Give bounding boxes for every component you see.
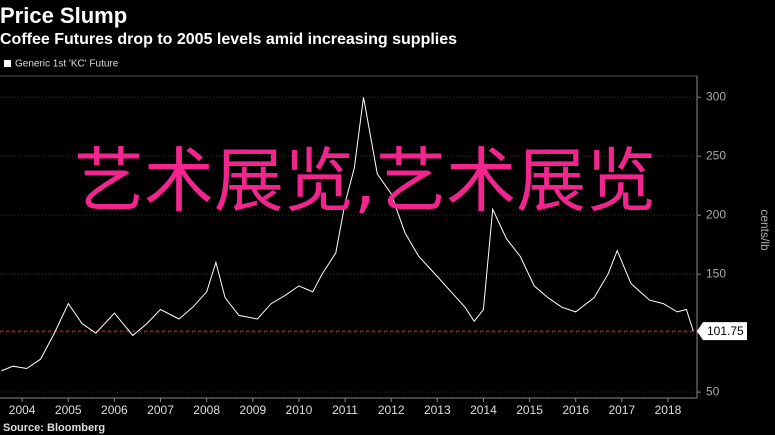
- source: Source: Bloomberg: [3, 422, 105, 434]
- line-series: [1, 97, 694, 372]
- x-tick-label: 2009: [239, 403, 266, 417]
- x-tick-label: 2016: [562, 403, 589, 417]
- x-tick-label: 2013: [424, 403, 451, 417]
- x-tick-label: 2012: [378, 403, 405, 417]
- x-tick-label: 2011: [332, 403, 358, 417]
- value-tag-label: 101.75: [707, 324, 744, 338]
- y-tick-label: 150: [706, 266, 726, 280]
- x-tick-label: 2006: [101, 403, 128, 417]
- chart-subtitle: Coffee Futures drop to 2005 levels amid …: [0, 31, 457, 48]
- x-tick-label: 2004: [9, 403, 36, 417]
- legend-label: Generic 1st 'KC' Future: [15, 59, 119, 70]
- x-tick-label: 2014: [470, 403, 497, 417]
- value-tag: [697, 322, 747, 341]
- x-tick-label: 2018: [655, 403, 682, 417]
- x-tick-label: 2017: [608, 403, 635, 417]
- x-tick-label: 2005: [55, 403, 82, 417]
- y-tick-label: 50: [706, 384, 720, 398]
- y-axis-label: cents/lb: [758, 209, 772, 251]
- x-tick-label: 2015: [516, 403, 543, 417]
- x-tick-label: 2010: [286, 403, 313, 417]
- chart-title: Price Slump: [0, 3, 127, 28]
- y-tick-label: 300: [706, 89, 726, 103]
- x-tick-label: 2007: [147, 403, 174, 417]
- x-tick-label: 2008: [193, 403, 220, 417]
- y-tick-label: 250: [706, 148, 726, 162]
- legend-swatch: [4, 60, 11, 67]
- overlay-text: 艺术展览,艺术展览: [73, 140, 657, 222]
- y-tick-label: 200: [706, 207, 726, 221]
